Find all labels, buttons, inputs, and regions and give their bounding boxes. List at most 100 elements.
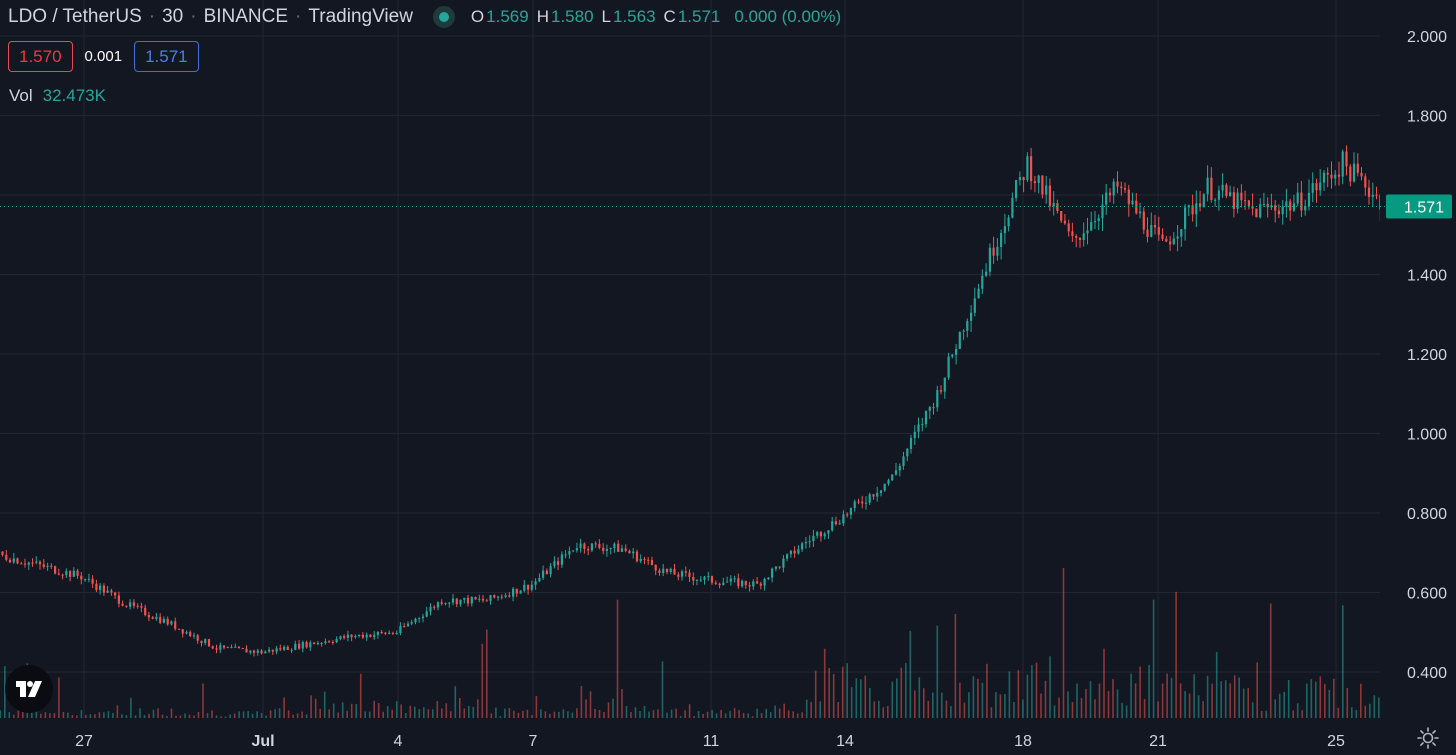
volume-bar <box>1292 710 1294 718</box>
candle-body <box>121 603 124 606</box>
candle-body <box>271 649 274 652</box>
candle-body <box>294 643 297 650</box>
volume-bar <box>981 682 984 718</box>
candle-body <box>114 592 117 596</box>
gear-icon[interactable] <box>1416 726 1440 750</box>
candle-body <box>324 641 327 643</box>
candle-body <box>868 494 871 503</box>
candle-body <box>872 494 875 497</box>
candle-body <box>410 622 413 624</box>
candle-body <box>1356 163 1359 173</box>
candle-body <box>1202 194 1205 208</box>
candle-body <box>1082 233 1085 240</box>
candle-body <box>354 636 357 638</box>
candle-body <box>801 543 804 550</box>
candle-body <box>481 598 485 601</box>
volume-bar <box>76 715 78 718</box>
price-tick-label: 2.000 <box>1407 29 1447 46</box>
candle-body <box>249 650 252 653</box>
volume-bar <box>1116 689 1119 718</box>
volume-bar <box>490 713 493 718</box>
candle-body <box>1142 211 1145 230</box>
buy-button[interactable]: 1.571 <box>134 41 199 72</box>
volume-bar <box>1287 680 1290 718</box>
volume-bar <box>544 711 547 718</box>
volume-bar <box>1107 691 1110 718</box>
volume-bar <box>553 711 556 718</box>
sell-button[interactable]: 1.570 <box>8 41 73 72</box>
candle-body <box>1176 236 1179 239</box>
volume-bar <box>1148 665 1150 718</box>
volume-bar <box>522 710 524 718</box>
candle-body <box>1244 200 1247 202</box>
candle-body <box>966 321 969 331</box>
candle-body <box>1026 156 1029 181</box>
candle-body <box>1307 192 1311 207</box>
candle-body <box>692 577 695 581</box>
ohlc-values: O 1.569 H 1.580 L 1.563 C 1.571 0.000 (0.00%… <box>471 7 841 27</box>
symbol-title[interactable]: LDO / TetherUS <box>8 6 142 27</box>
volume-bar <box>585 699 587 718</box>
volume-bar <box>386 706 389 718</box>
candle-body <box>1199 203 1202 208</box>
candle-body <box>448 602 451 604</box>
candle-body <box>883 483 886 491</box>
volume-bar <box>359 673 362 718</box>
volume-bar <box>990 707 993 718</box>
candle-body <box>470 597 473 604</box>
candle-body <box>1123 188 1127 190</box>
volume-bar <box>481 643 484 718</box>
candle-body <box>159 616 162 623</box>
candle-body <box>1311 183 1314 193</box>
candle-body <box>1292 203 1295 211</box>
candle-body <box>1184 207 1187 230</box>
candle-body <box>1221 184 1224 191</box>
volume-bar <box>441 708 443 718</box>
high-value: 1.580 <box>550 7 594 26</box>
chart-legend: LDO / TetherUS · 30 · BINANCE · TradingV… <box>8 6 842 28</box>
volume-bar <box>1089 681 1092 718</box>
volume-bar <box>738 710 740 718</box>
volume-bar <box>513 710 515 718</box>
candle-body <box>16 558 19 564</box>
candle-body <box>1063 220 1066 224</box>
interval-label[interactable]: 30 <box>162 6 184 27</box>
volume-bar <box>724 713 727 718</box>
volume-bar <box>1125 705 1128 718</box>
candle-body <box>313 642 316 645</box>
volume-bar <box>1161 683 1164 718</box>
time-tick-label: 27 <box>75 733 93 750</box>
volume-bar <box>1224 680 1227 718</box>
candle-body <box>132 602 135 606</box>
candle-body <box>992 247 995 256</box>
candle-body <box>298 643 301 649</box>
candle-body <box>12 558 15 563</box>
candle-body <box>234 646 237 648</box>
quote-row: 1.570 0.001 1.571 <box>8 41 199 72</box>
volume-bar <box>486 629 488 718</box>
candle-body <box>752 581 755 587</box>
volume-bar <box>1278 693 1281 718</box>
volume-bar <box>238 711 240 718</box>
time-tick-label: 18 <box>1014 733 1032 750</box>
candle-body <box>527 584 530 590</box>
candle-body <box>1052 203 1055 207</box>
candle-body <box>819 532 822 537</box>
volume-bar <box>1220 681 1222 718</box>
candle-body <box>759 583 762 586</box>
candle-body <box>838 523 841 525</box>
candle-body <box>268 649 271 652</box>
tradingview-logo-icon[interactable] <box>5 665 53 713</box>
volume-bar <box>972 676 975 718</box>
candle-body <box>151 617 154 619</box>
volume-bar <box>995 692 997 718</box>
candle-body <box>876 492 879 497</box>
time-tick-label: 11 <box>703 733 720 750</box>
candle-body <box>1000 233 1003 247</box>
low-value: 1.563 <box>613 7 656 26</box>
volume-bar <box>504 708 506 718</box>
candle-body <box>414 618 417 623</box>
candle-body <box>50 565 53 567</box>
candle-body <box>710 576 714 583</box>
